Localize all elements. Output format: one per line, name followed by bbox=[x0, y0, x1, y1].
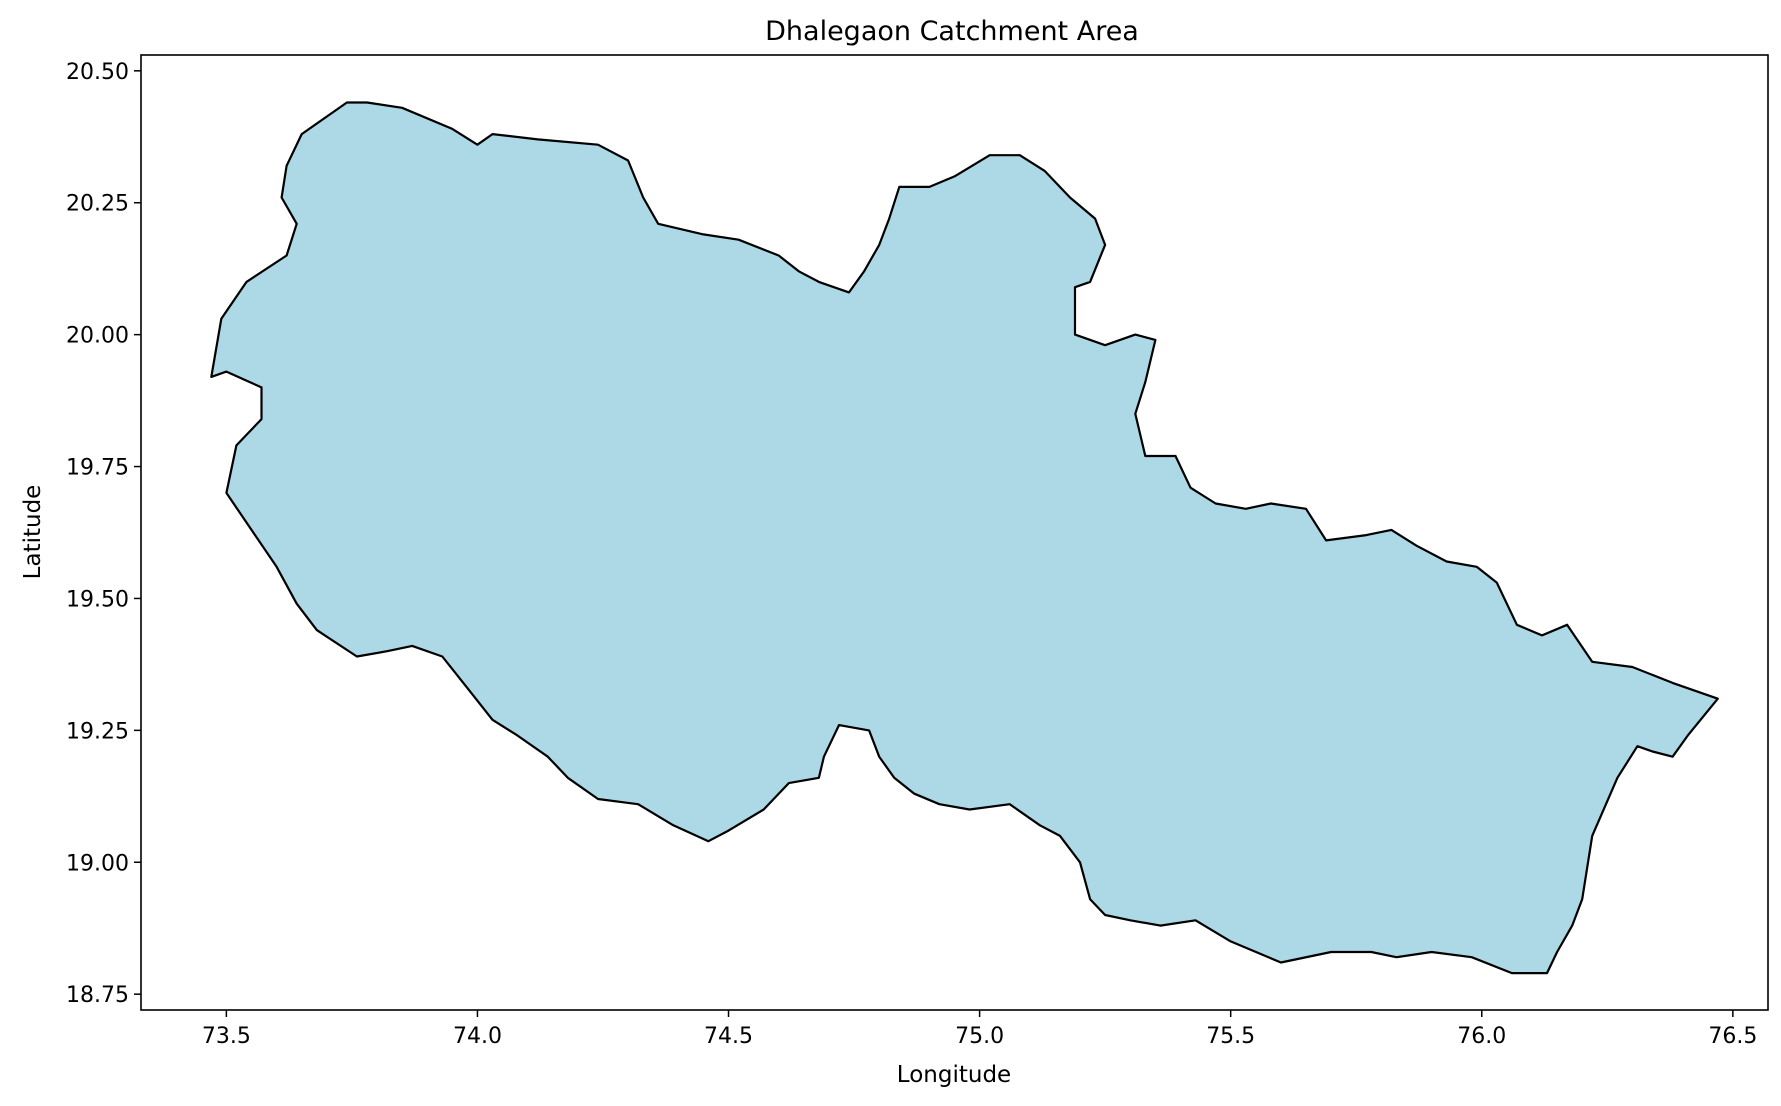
x-tick-label: 75.0 bbox=[955, 1024, 1004, 1049]
y-tick-label: 19.00 bbox=[66, 851, 129, 876]
chart-title: Dhalegaon Catchment Area bbox=[765, 16, 1139, 47]
plot-area bbox=[210, 101, 1719, 975]
y-tick-label: 19.25 bbox=[66, 719, 129, 744]
y-axis-label: Latitude bbox=[20, 485, 46, 580]
y-tick-label: 18.75 bbox=[66, 983, 129, 1008]
x-tick-label: 76.5 bbox=[1708, 1024, 1757, 1049]
y-tick-label: 20.00 bbox=[66, 324, 129, 349]
y-tick-label: 20.25 bbox=[66, 192, 129, 217]
y-axis: 18.75 19.00 19.25 19.50 19.75 20.00 20.25 20.50 bbox=[66, 60, 141, 1008]
x-tick-label: 75.5 bbox=[1206, 1024, 1255, 1049]
x-tick-label: 76.0 bbox=[1457, 1024, 1506, 1049]
x-tick-label: 73.5 bbox=[202, 1024, 251, 1049]
catchment-polygon bbox=[210, 101, 1719, 975]
x-tick-label: 74.0 bbox=[453, 1024, 502, 1049]
y-tick-label: 19.50 bbox=[66, 587, 129, 612]
y-tick-label: 20.50 bbox=[66, 60, 129, 85]
x-axis-label: Longitude bbox=[897, 1062, 1011, 1088]
axes-frame bbox=[140, 54, 1769, 1011]
x-axis: 73.5 74.0 74.5 75.0 75.5 76.0 76.5 bbox=[202, 1010, 1757, 1049]
x-tick-label: 74.5 bbox=[704, 1024, 753, 1049]
y-tick-label: 19.75 bbox=[66, 456, 129, 481]
